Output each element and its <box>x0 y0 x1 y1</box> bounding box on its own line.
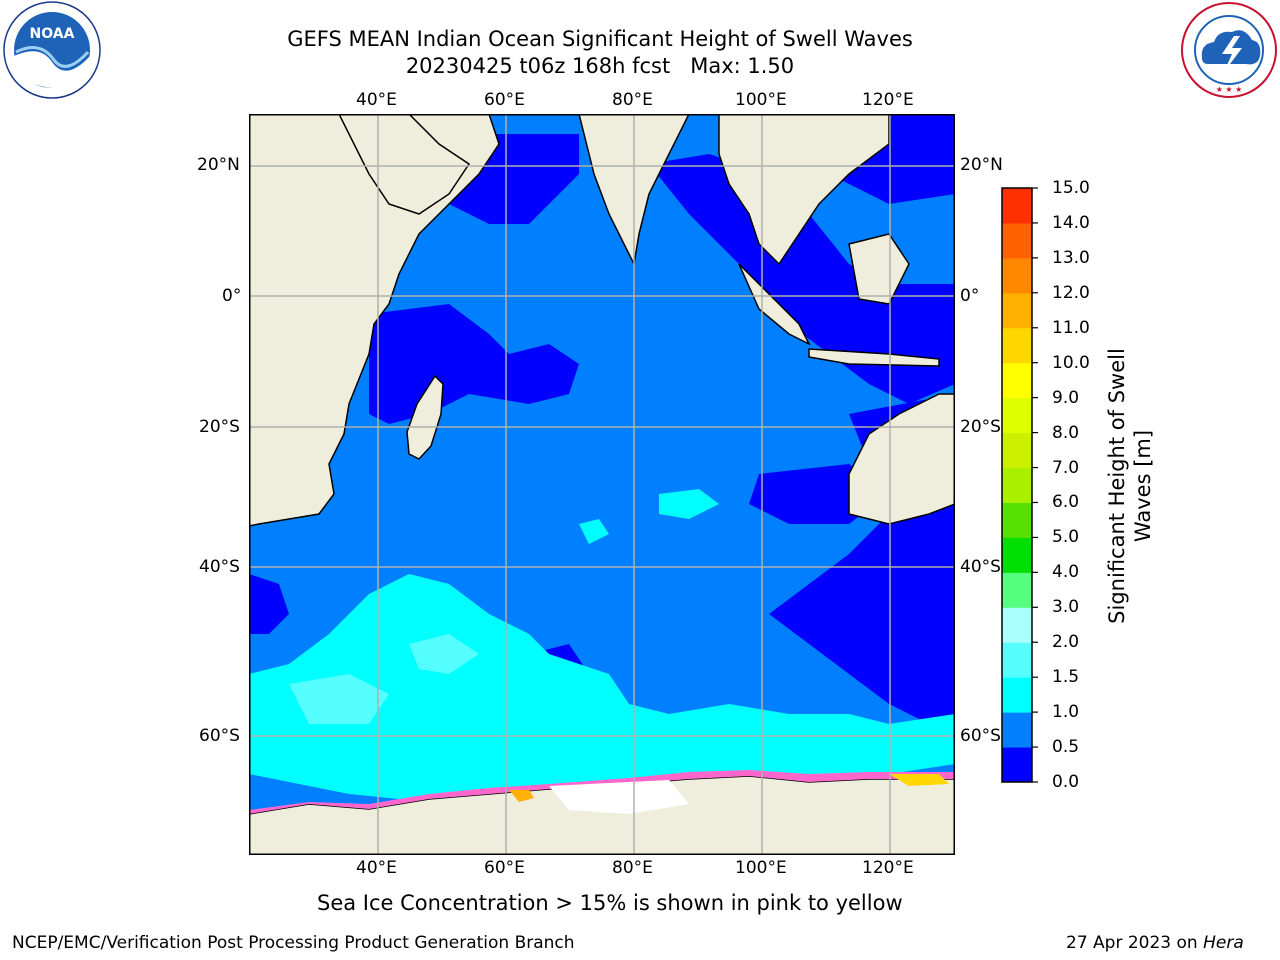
colorbar-title: Significant Height of Swell Waves [m] <box>1104 336 1156 636</box>
colorbar-frame <box>1001 187 1033 783</box>
colorbar-tick-label: 9.0 <box>1052 387 1080 408</box>
colorbar-tick-label: 13.0 <box>1052 247 1090 268</box>
colorbar-tick-label: 8.0 <box>1052 422 1080 443</box>
footer-host: Hera <box>1203 933 1244 953</box>
sea-ice-caption: Sea Ice Concentration > 15% is shown in … <box>317 891 903 915</box>
svg-text:★ ★ ★: ★ ★ ★ <box>1216 85 1243 94</box>
colorbar-tick-label: 0.5 <box>1052 737 1080 758</box>
lon-label-top-100e: 100°E <box>735 90 787 110</box>
colorbar-tick-label: 2.0 <box>1052 632 1080 653</box>
title-line-2: 20230425 t06z 168h fcst Max: 1.50 <box>405 54 795 78</box>
colorbar <box>1001 187 1038 783</box>
swell-light-regions <box>289 634 479 724</box>
colorbar-swatch <box>1002 222 1032 259</box>
noaa-logo: NOAA <box>3 1 101 99</box>
lon-label-top-120e: 120°E <box>862 90 914 110</box>
footer-date: 27 Apr 2023 on Hera <box>1066 933 1244 953</box>
colorbar-tick-label: 5.0 <box>1052 527 1080 548</box>
lon-label-bottom-100e: 100°E <box>735 858 787 878</box>
colorbar-swatch <box>1002 432 1032 469</box>
colorbar-swatch <box>1002 327 1032 364</box>
nws-logo: ★ ★ ★ <box>1181 2 1277 98</box>
lat-label-right-60s: 60°S <box>960 726 1001 746</box>
colorbar-tick-label: 3.0 <box>1052 597 1080 618</box>
lat-label-left-0: 0° <box>222 286 242 306</box>
colorbar-tick-label: 10.0 <box>1052 352 1090 373</box>
land-masses <box>249 114 955 855</box>
lat-label-right-40s: 40°S <box>960 557 1001 577</box>
footer-date-text: 27 Apr 2023 on <box>1066 933 1204 953</box>
lat-label-left-60s: 60°S <box>199 726 240 746</box>
colorbar-swatch <box>1002 502 1032 538</box>
colorbar-tick-label: 14.0 <box>1052 212 1090 233</box>
colorbar-title-line-2: Waves [m] <box>1131 429 1155 543</box>
colorbar-tick-label: 12.0 <box>1052 282 1090 303</box>
land-madagascar <box>406 374 444 460</box>
colorbar-tick-label: 7.0 <box>1052 457 1080 478</box>
lat-label-left-20s: 20°S <box>199 417 240 437</box>
lon-label-bottom-60e: 60°E <box>484 858 525 878</box>
colorbar-tick-label: 15.0 <box>1052 178 1090 198</box>
colorbar-tick-label: 11.0 <box>1052 317 1090 338</box>
colorbar-swatch <box>1002 292 1032 329</box>
colorbar-swatch <box>1002 537 1032 573</box>
colorbar-swatch <box>1002 677 1032 713</box>
colorbar-swatch <box>1002 257 1032 294</box>
swell-mid-regions <box>249 489 955 814</box>
land-arabia <box>338 114 471 215</box>
lon-label-bottom-80e: 80°E <box>612 858 653 878</box>
land-africa <box>249 114 500 527</box>
colorbar-swatch <box>1002 712 1032 748</box>
lon-label-top-80e: 80°E <box>612 90 653 110</box>
colorbar-tick-label: 1.0 <box>1052 702 1080 723</box>
colorbar-swatch <box>1002 642 1032 678</box>
colorbar-swatch <box>1002 747 1032 783</box>
colorbar-tick-label: 0.0 <box>1052 772 1080 792</box>
land-java <box>808 348 940 367</box>
map-panel <box>249 114 955 855</box>
graticule <box>249 114 955 855</box>
lon-label-top-40e: 40°E <box>356 90 397 110</box>
land-borneo <box>848 233 910 305</box>
lat-label-left-40s: 40°S <box>199 557 240 577</box>
land-sumatra <box>738 263 811 346</box>
colorbar-tick-label: 1.5 <box>1052 667 1080 688</box>
lat-label-right-20s: 20°S <box>960 417 1001 437</box>
lon-label-top-60e: 60°E <box>484 90 525 110</box>
lon-label-bottom-120e: 120°E <box>862 858 914 878</box>
colorbar-tick-label: 4.0 <box>1052 562 1080 583</box>
lon-label-bottom-40e: 40°E <box>356 858 397 878</box>
sea-ice-fringe <box>249 770 955 814</box>
colorbar-swatch <box>1002 397 1032 434</box>
colorbar-swatch <box>1002 572 1032 608</box>
lat-label-right-20n: 20°N <box>960 155 1003 175</box>
footer-credit: NCEP/EMC/Verification Post Processing Pr… <box>12 933 575 953</box>
lat-label-left-20n: 20°N <box>197 155 240 175</box>
colorbar-swatch <box>1002 188 1032 224</box>
lat-label-right-0: 0° <box>960 286 980 306</box>
colorbar-swatch <box>1002 362 1032 399</box>
noaa-logo-text: NOAA <box>30 26 75 42</box>
title-line-1: GEFS MEAN Indian Ocean Significant Heigh… <box>287 27 913 51</box>
colorbar-swatch <box>1002 607 1032 643</box>
colorbar-title-line-1: Significant Height of Swell <box>1105 348 1129 624</box>
colorbar-tick-label: 6.0 <box>1052 492 1080 513</box>
colorbar-swatch <box>1002 467 1032 503</box>
